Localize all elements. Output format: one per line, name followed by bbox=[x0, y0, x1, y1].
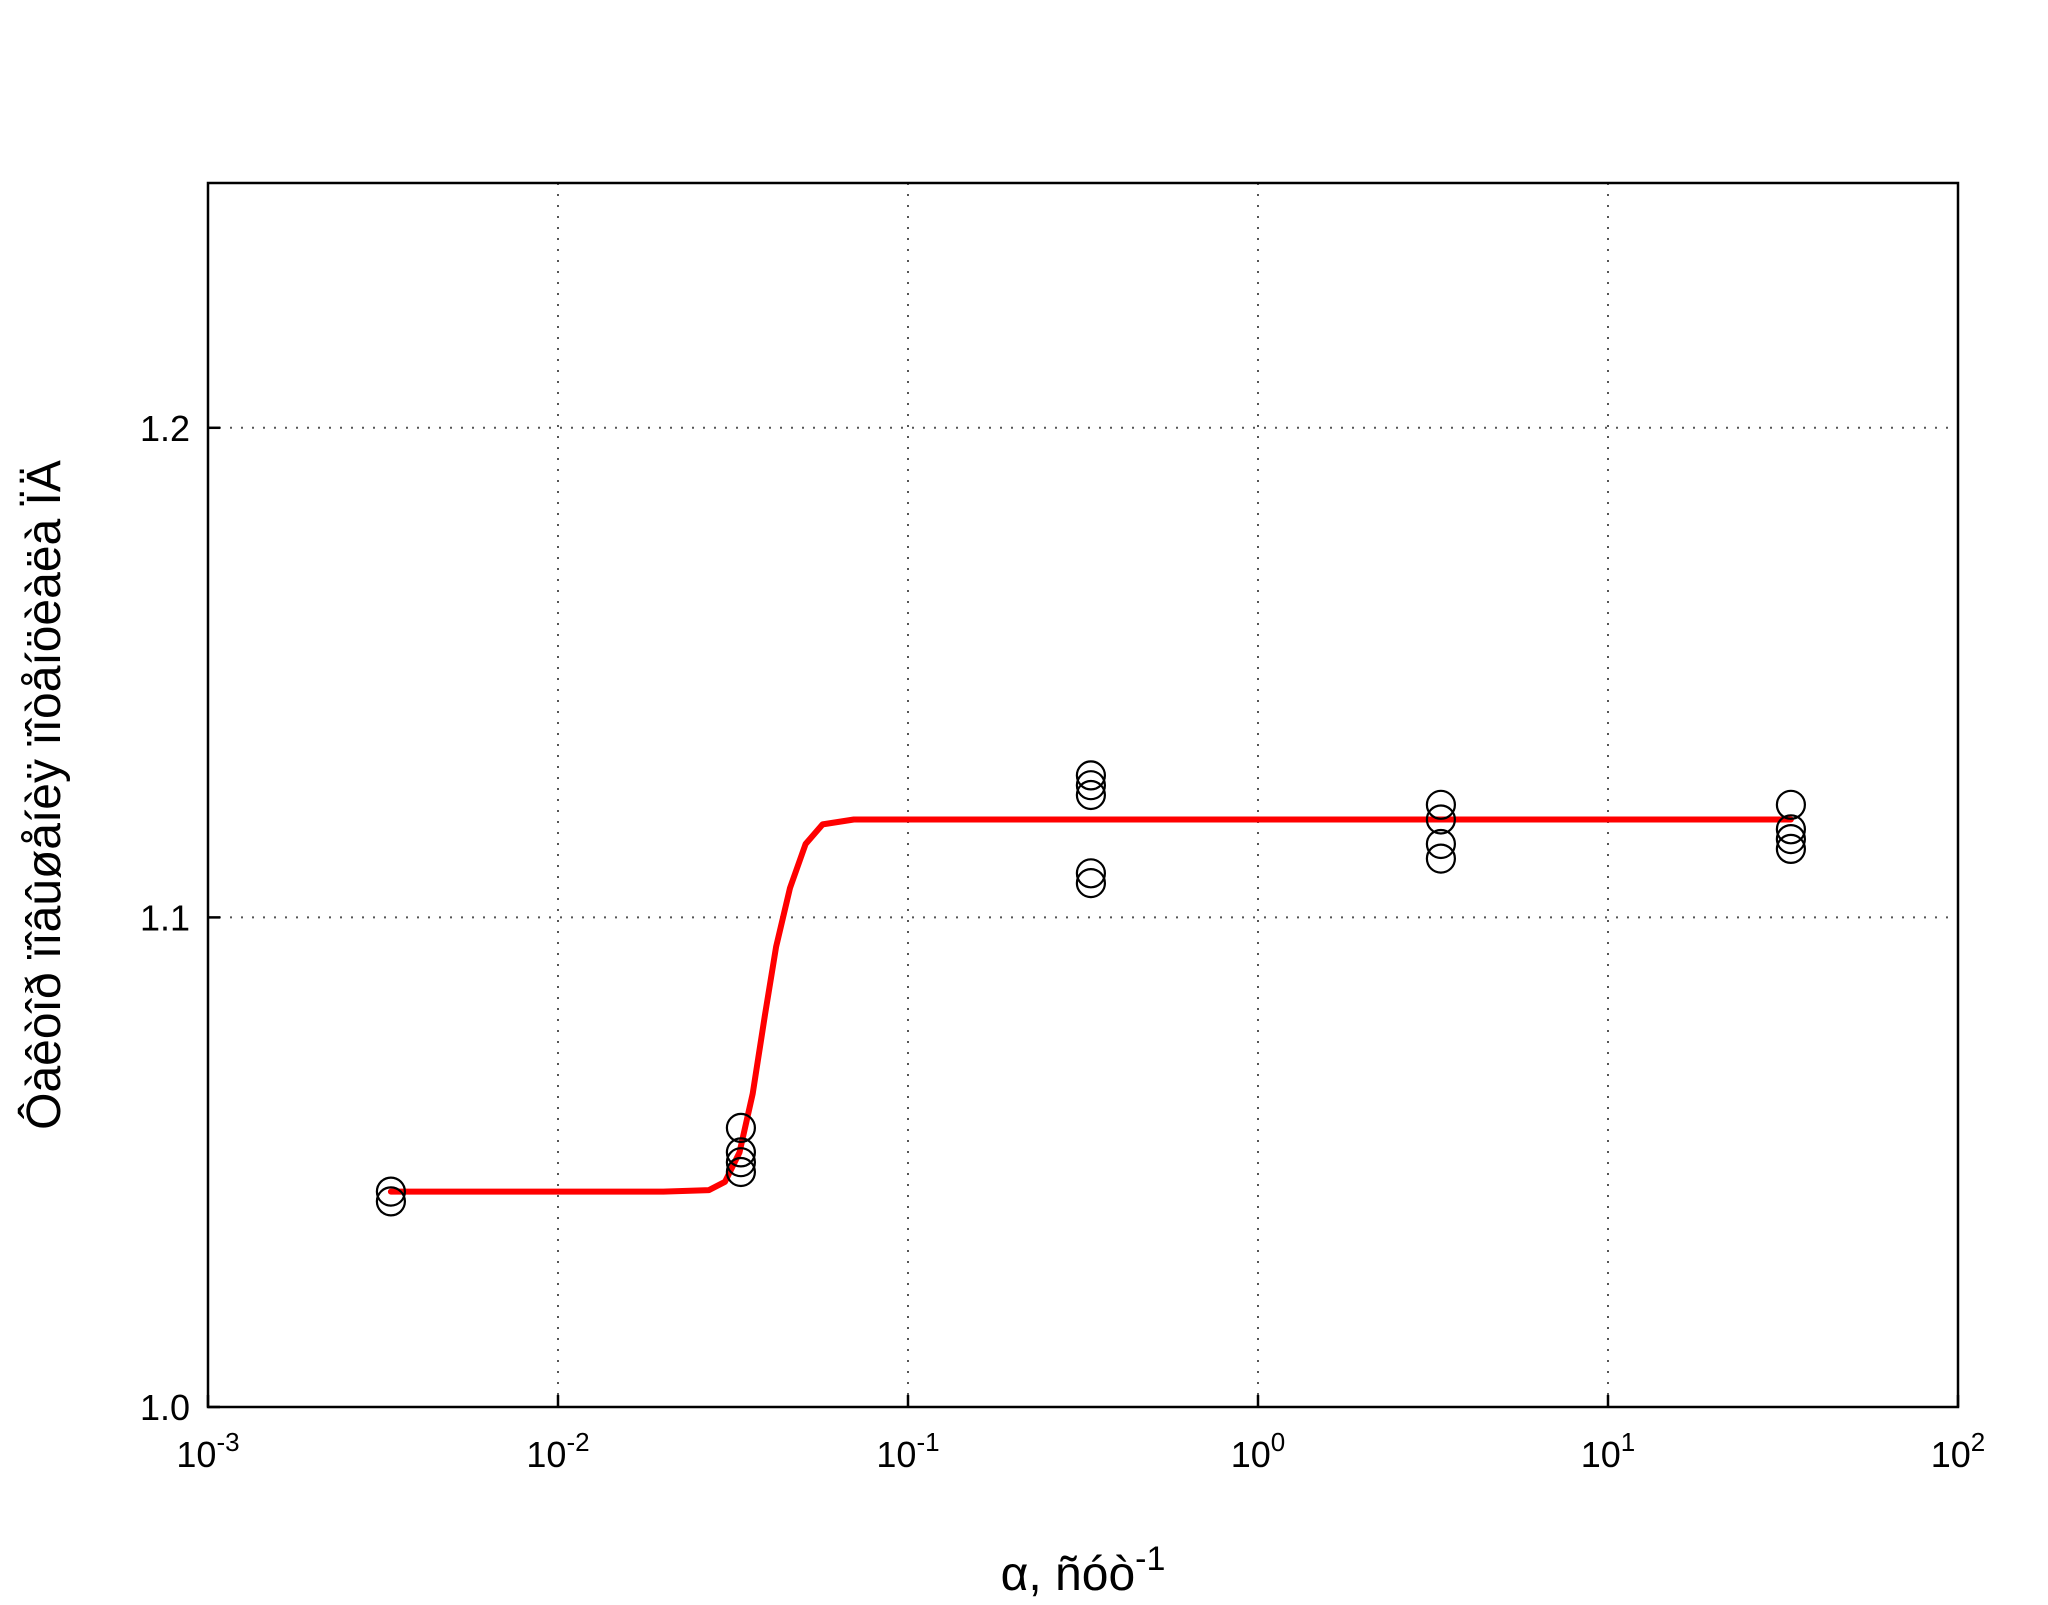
data-point bbox=[1075, 779, 1107, 811]
x-tick-base: 10 bbox=[176, 1434, 216, 1475]
data-point bbox=[1075, 867, 1107, 899]
x-tick-label: 10-3 bbox=[176, 1427, 239, 1475]
x-tick-base: 10 bbox=[526, 1434, 566, 1475]
x-tick-base: 10 bbox=[1581, 1434, 1621, 1475]
fit-curve bbox=[387, 816, 1794, 1195]
data-point bbox=[1425, 843, 1457, 874]
x-tick-base: 10 bbox=[1231, 1434, 1271, 1475]
x-tick-exponent: 0 bbox=[1271, 1427, 1285, 1457]
x-tick-label: 10-1 bbox=[876, 1427, 939, 1475]
x-tick-exponent: -2 bbox=[566, 1427, 589, 1457]
data-point bbox=[1775, 789, 1807, 820]
y-axis-title: Ôàêòîð ïîâûøåíèÿ ïîòåíöèàëà ÏÄ bbox=[17, 460, 71, 1130]
fit-curve-layer bbox=[387, 816, 1794, 1195]
data-point bbox=[1075, 760, 1107, 791]
data-point bbox=[1075, 858, 1107, 889]
x-tick-exponent: -1 bbox=[916, 1427, 939, 1457]
x-tick-exponent: 2 bbox=[1971, 1427, 1985, 1457]
x-tick-base: 10 bbox=[876, 1434, 916, 1475]
y-tick-label: 1.2 bbox=[140, 408, 190, 449]
data-point bbox=[725, 1156, 757, 1188]
data-point bbox=[725, 1147, 757, 1178]
data-point bbox=[1425, 804, 1457, 835]
x-tick-exponent: -3 bbox=[216, 1427, 239, 1457]
data-point bbox=[725, 1137, 757, 1168]
data-point bbox=[375, 1176, 406, 1207]
x-axis-title-text: α, ñóò bbox=[1001, 1548, 1136, 1601]
x-axis-title-sup: -1 bbox=[1135, 1540, 1165, 1578]
y-tick-label: 1.0 bbox=[140, 1387, 190, 1428]
x-tick-label: 100 bbox=[1231, 1427, 1286, 1475]
x-tick-exponent: 1 bbox=[1621, 1427, 1635, 1457]
data-point bbox=[1075, 770, 1107, 801]
data-points bbox=[375, 760, 1807, 1217]
data-point bbox=[725, 1112, 757, 1144]
y-tick-label: 1.1 bbox=[140, 897, 190, 938]
x-tick-label: 10-2 bbox=[526, 1427, 589, 1475]
x-tick-base: 10 bbox=[1931, 1434, 1971, 1475]
x-tick-label: 102 bbox=[1931, 1427, 1986, 1475]
data-point bbox=[375, 1186, 406, 1217]
plot-frame bbox=[206, 181, 1960, 1409]
data-point bbox=[1775, 823, 1807, 855]
data-point bbox=[1775, 814, 1807, 845]
data-point bbox=[1775, 833, 1807, 865]
x-axis-title: α, ñóò-1 bbox=[1001, 1540, 1166, 1601]
data-point bbox=[1425, 789, 1457, 820]
x-tick-label: 101 bbox=[1581, 1427, 1636, 1475]
data-point bbox=[1425, 828, 1457, 860]
